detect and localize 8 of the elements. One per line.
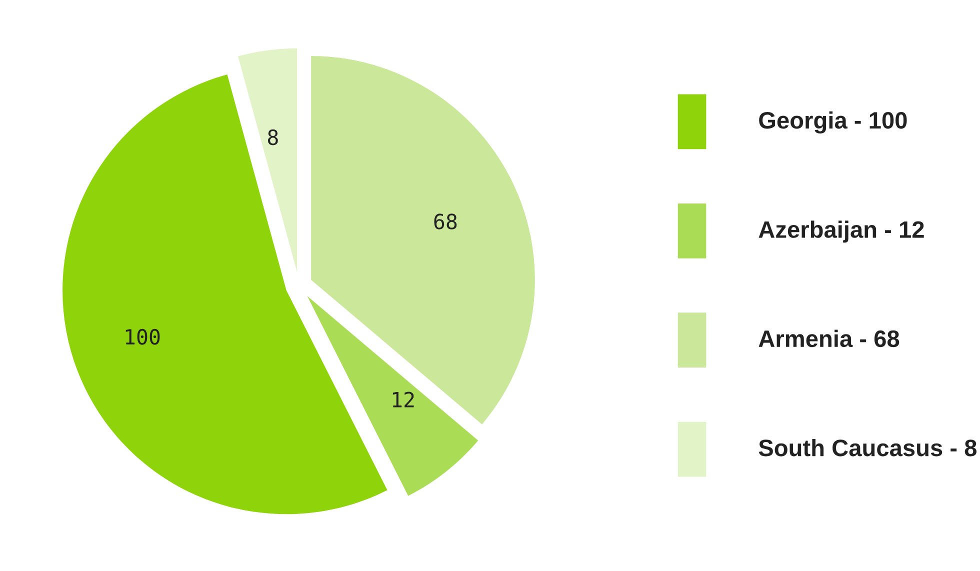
data-label: 8 xyxy=(268,129,278,146)
legend-label: Armenia - 68 xyxy=(758,330,900,348)
data-label: 12 xyxy=(392,392,414,408)
legend-label: Georgia - 100 xyxy=(759,111,907,134)
data-label: 100 xyxy=(126,328,160,345)
legend-label: Azerbaijan - 12 xyxy=(758,220,924,243)
legend-label: South Caucasus - 8 xyxy=(758,438,977,456)
data-label: 68 xyxy=(434,214,457,230)
